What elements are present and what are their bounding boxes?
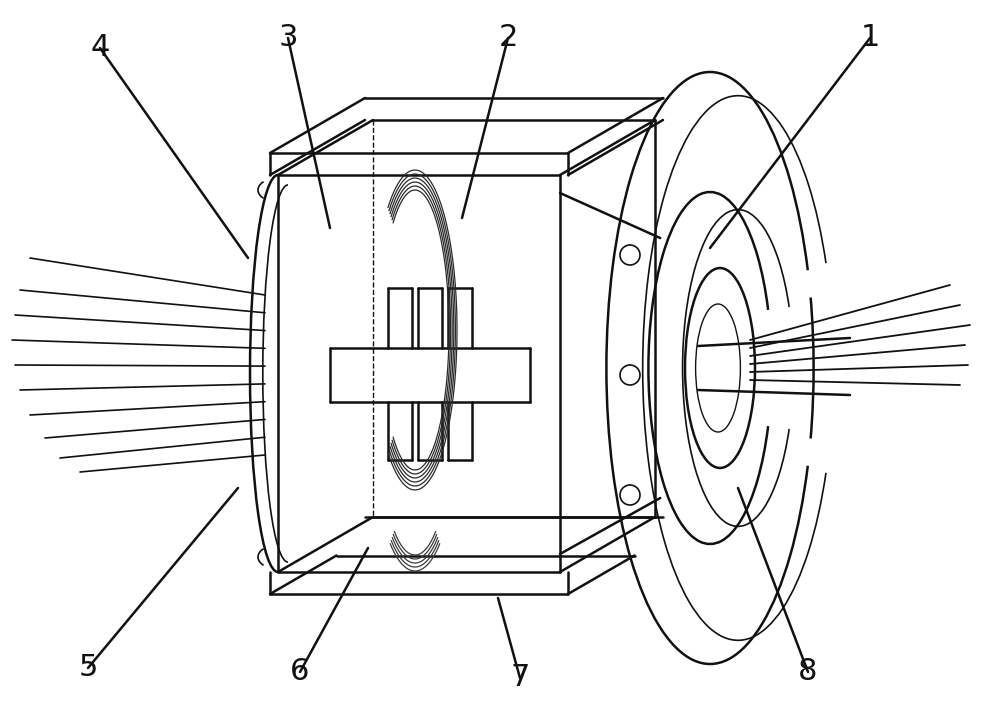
Text: 5: 5 [78,654,98,683]
Text: 7: 7 [510,664,530,693]
Text: 8: 8 [798,658,818,686]
Text: 2: 2 [498,24,518,52]
Text: 4: 4 [90,34,110,62]
Text: 3: 3 [278,24,298,52]
Text: 6: 6 [290,658,310,686]
Text: 1: 1 [860,24,880,52]
